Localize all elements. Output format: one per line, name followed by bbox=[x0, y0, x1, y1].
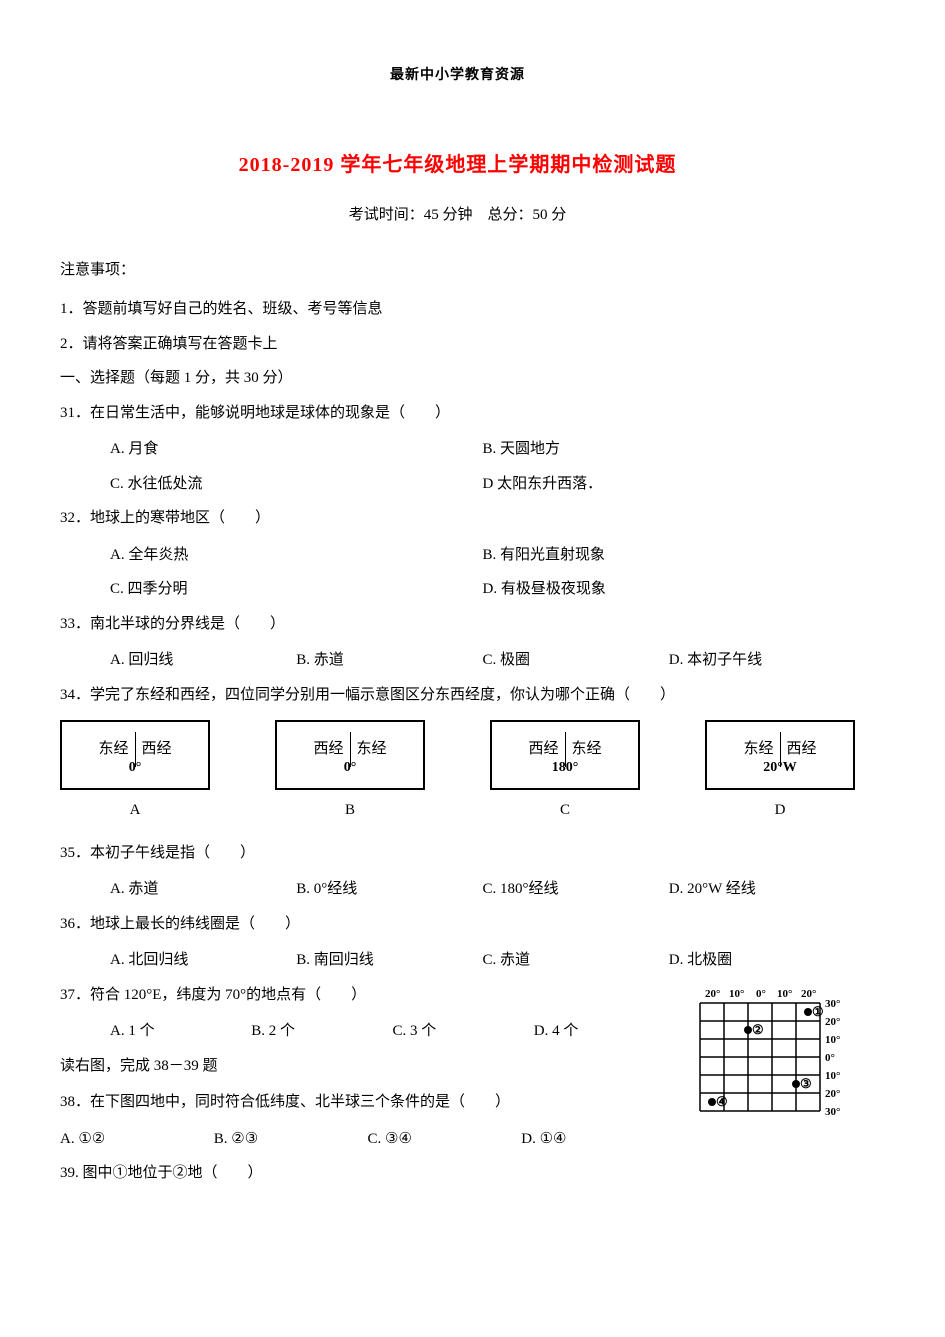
option-38a: A. ①② bbox=[60, 1122, 214, 1157]
notice-heading: 注意事项： bbox=[60, 253, 855, 288]
option-37b: B. 2 个 bbox=[251, 1014, 392, 1049]
box-d-right: 西经 bbox=[781, 732, 817, 767]
section-1-heading: 一、选择题（每题 1 分，共 30 分） bbox=[60, 361, 855, 396]
question-39: 39. 图中①地位于②地（ ） bbox=[60, 1156, 675, 1191]
diagram-c-letter: C bbox=[560, 793, 570, 828]
question-32-options-row2: C. 四季分明 D. 有极昼极夜现象 bbox=[60, 572, 855, 607]
option-36d: D. 北极圈 bbox=[669, 943, 855, 978]
exam-subtitle: 考试时间：45 分钟 总分：50 分 bbox=[60, 198, 855, 233]
option-35a: A. 赤道 bbox=[110, 872, 296, 907]
question-31-options-row1: A. 月食 B. 天圆地方 bbox=[60, 432, 855, 467]
option-33b: B. 赤道 bbox=[296, 643, 482, 678]
question-35-options: A. 赤道 B. 0°经线 C. 180°经线 D. 20°W 经线 bbox=[60, 872, 855, 907]
option-37c: C. 3 个 bbox=[393, 1014, 534, 1049]
question-35: 35．本初子午线是指（ ） bbox=[60, 836, 855, 871]
svg-text:10°: 10° bbox=[825, 1070, 840, 1082]
question-34: 34．学完了东经和西经，四位同学分别用一幅示意图区分东西经度，你认为哪个正确（ … bbox=[60, 678, 855, 713]
option-32c: C. 四季分明 bbox=[110, 572, 483, 607]
question-37: 37．符合 120°E，纬度为 70°的地点有（ ） bbox=[60, 978, 675, 1013]
svg-text:30°: 30° bbox=[825, 1106, 840, 1118]
svg-text:④: ④ bbox=[716, 1094, 728, 1109]
diagram-b-letter: B bbox=[345, 793, 355, 828]
svg-text:20°: 20° bbox=[705, 988, 720, 1000]
read-figure-text: 读右图，完成 38－39 题 bbox=[60, 1049, 675, 1084]
option-31d: D 太阳东升西落． bbox=[483, 467, 856, 502]
notice-item-1: 1．答题前填写好自己的姓名、班级、考号等信息 bbox=[60, 292, 855, 327]
option-31a: A. 月食 bbox=[110, 432, 483, 467]
option-32b: B. 有阳光直射现象 bbox=[483, 538, 856, 573]
svg-text:①: ① bbox=[812, 1004, 824, 1019]
diagram-a: 东经 西经 0° A bbox=[60, 720, 210, 828]
option-36c: C. 赤道 bbox=[483, 943, 669, 978]
question-37-options: A. 1 个 B. 2 个 C. 3 个 D. 4 个 bbox=[60, 1014, 675, 1049]
question-31: 31．在日常生活中，能够说明地球是球体的现象是（ ） bbox=[60, 396, 855, 431]
option-38c: C. ③④ bbox=[368, 1122, 522, 1157]
box-b-right: 东经 bbox=[351, 732, 387, 767]
question-36-options: A. 北回归线 B. 南回归线 C. 赤道 D. 北极圈 bbox=[60, 943, 855, 978]
option-32d: D. 有极昼极夜现象 bbox=[483, 572, 856, 607]
question-31-options-row2: C. 水往低处流 D 太阳东升西落． bbox=[60, 467, 855, 502]
meridian-diagrams: 东经 西经 0° A 西经 东经 0° B 西经 东经 180° C bbox=[60, 720, 855, 828]
svg-text:0°: 0° bbox=[756, 988, 766, 1000]
svg-text:10°: 10° bbox=[729, 988, 744, 1000]
diagram-b: 西经 东经 0° B bbox=[275, 720, 425, 828]
diagram-d: 东经 西经 20°W D bbox=[705, 720, 855, 828]
exam-title: 2018-2019 学年七年级地理上学期期中检测试题 bbox=[60, 142, 855, 188]
question-38-options: A. ①② B. ②③ C. ③④ D. ①④ bbox=[60, 1122, 675, 1157]
box-d-left: 东经 bbox=[743, 732, 780, 767]
question-33: 33．南北半球的分界线是（ ） bbox=[60, 607, 855, 642]
svg-text:0°: 0° bbox=[825, 1052, 835, 1064]
option-31c: C. 水往低处流 bbox=[110, 467, 483, 502]
option-38b: B. ②③ bbox=[214, 1122, 368, 1157]
option-33a: A. 回归线 bbox=[110, 643, 296, 678]
question-33-options: A. 回归线 B. 赤道 C. 极圈 D. 本初子午线 bbox=[60, 643, 855, 678]
svg-text:②: ② bbox=[752, 1022, 764, 1037]
box-a-right: 西经 bbox=[136, 732, 172, 767]
option-37d: D. 4 个 bbox=[534, 1014, 675, 1049]
question-38: 38．在下图四地中，同时符合低纬度、北半球三个条件的是（ ） bbox=[60, 1085, 675, 1120]
svg-text:③: ③ bbox=[800, 1076, 812, 1091]
diagram-c: 西经 东经 180° C bbox=[490, 720, 640, 828]
svg-text:10°: 10° bbox=[825, 1034, 840, 1046]
box-c-left: 西经 bbox=[528, 732, 565, 767]
option-35b: B. 0°经线 bbox=[296, 872, 482, 907]
option-38d: D. ①④ bbox=[521, 1122, 675, 1157]
option-36a: A. 北回归线 bbox=[110, 943, 296, 978]
option-36b: B. 南回归线 bbox=[296, 943, 482, 978]
option-33c: C. 极圈 bbox=[483, 643, 669, 678]
svg-text:20°: 20° bbox=[801, 988, 816, 1000]
page-header: 最新中小学教育资源 bbox=[60, 60, 855, 92]
question-32: 32．地球上的寒带地区（ ） bbox=[60, 501, 855, 536]
option-35d: D. 20°W 经线 bbox=[669, 872, 855, 907]
svg-text:20°: 20° bbox=[825, 1088, 840, 1100]
question-36: 36．地球上最长的纬线圈是（ ） bbox=[60, 907, 855, 942]
svg-text:20°: 20° bbox=[825, 1016, 840, 1028]
question-32-options-row1: A. 全年炎热 B. 有阳光直射现象 bbox=[60, 538, 855, 573]
option-33d: D. 本初子午线 bbox=[669, 643, 855, 678]
option-35c: C. 180°经线 bbox=[483, 872, 669, 907]
box-c-right: 东经 bbox=[566, 732, 602, 767]
option-37a: A. 1 个 bbox=[110, 1014, 251, 1049]
svg-text:30°: 30° bbox=[825, 998, 840, 1010]
option-31b: B. 天圆地方 bbox=[483, 432, 856, 467]
diagram-d-letter: D bbox=[775, 793, 786, 828]
box-b-left: 西经 bbox=[313, 732, 350, 767]
diagram-a-letter: A bbox=[130, 793, 141, 828]
box-a-left: 东经 bbox=[98, 732, 135, 767]
svg-text:10°: 10° bbox=[777, 988, 792, 1000]
lat-lon-grid-figure: 20° 10° 0° 10° 20° 30° 20° 10° 0° 10° 20… bbox=[685, 983, 855, 1128]
figure-block: 37．符合 120°E，纬度为 70°的地点有（ ） A. 1 个 B. 2 个… bbox=[60, 978, 855, 1193]
option-32a: A. 全年炎热 bbox=[110, 538, 483, 573]
notice-item-2: 2．请将答案正确填写在答题卡上 bbox=[60, 327, 855, 362]
